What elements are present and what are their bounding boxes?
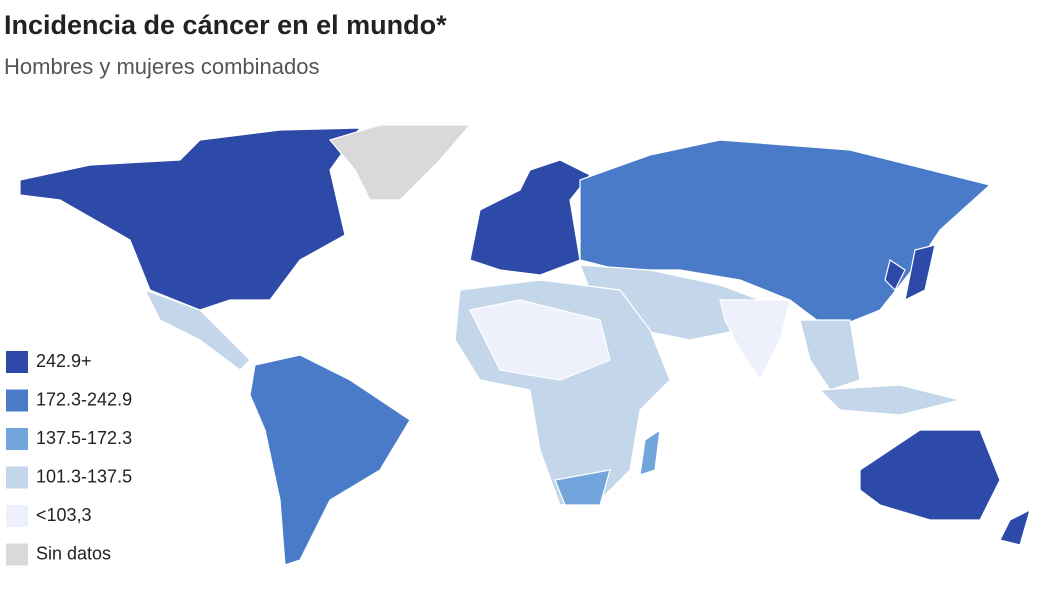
legend-swatch	[6, 351, 28, 373]
legend-swatch	[6, 505, 28, 527]
indonesia	[818, 384, 961, 416]
legend-label: 101.3-137.5	[36, 466, 132, 486]
title: Incidencia de cáncer en el mundo*	[4, 10, 447, 40]
legend-label: 242.9+	[36, 351, 92, 371]
madagascar	[639, 428, 661, 476]
legend-label: <103,3	[36, 505, 92, 525]
legend-swatch	[6, 389, 28, 412]
north-america	[19, 127, 362, 311]
japan	[904, 244, 936, 302]
legend-swatch	[6, 428, 28, 450]
korea	[884, 259, 906, 292]
australia	[859, 429, 1001, 521]
europe	[469, 159, 591, 276]
sahel	[469, 299, 611, 381]
legend-label: Sin datos	[36, 543, 111, 563]
south-africa	[554, 469, 611, 506]
southeast-asia	[799, 319, 861, 391]
legend-label: 172.3-242.9	[36, 389, 132, 409]
legend-swatch	[6, 466, 28, 489]
south-america	[249, 354, 411, 566]
subtitle: Hombres y mujeres combinados	[4, 54, 319, 79]
legend-swatch	[6, 543, 28, 566]
greenland	[328, 124, 472, 201]
new-zealand	[999, 508, 1031, 546]
central-america	[143, 288, 251, 371]
india	[719, 299, 791, 382]
legend-label: 137.5-172.3	[36, 428, 132, 448]
legend: 242.9+ 172.3-242.9 137.5-172.3 101.3-137.5 <…	[6, 351, 132, 566]
world-map	[19, 124, 1031, 566]
